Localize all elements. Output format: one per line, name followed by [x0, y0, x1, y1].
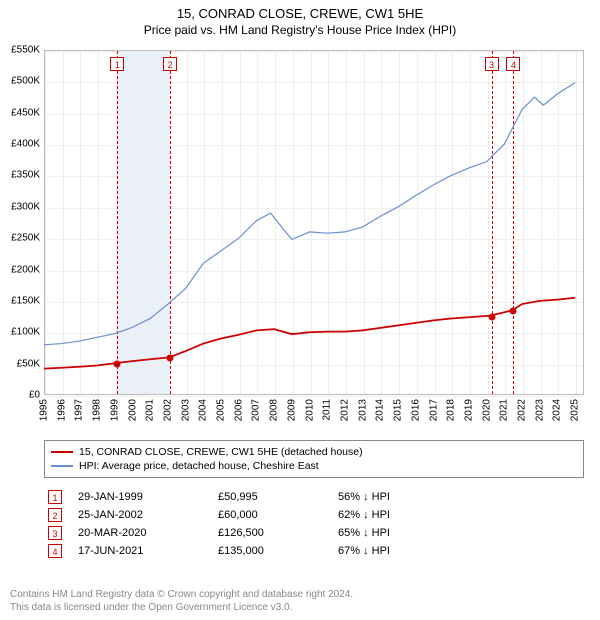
- x-tick-label: 2014: [375, 399, 386, 421]
- sale-row-price: £60,000: [218, 509, 338, 521]
- x-tick-label: 2007: [251, 399, 262, 421]
- sale-row-date: 20-MAR-2020: [78, 527, 218, 539]
- series-line-hpi: [44, 83, 575, 345]
- x-tick-label: 1996: [56, 399, 67, 421]
- sales-table: 1 29-JAN-1999£50,99556% ↓ HPI 2 25-JAN-2002…: [44, 488, 584, 560]
- y-tick-label: £250K: [0, 233, 40, 244]
- sale-row-badge: 3: [48, 526, 62, 540]
- x-tick-label: 2025: [570, 399, 581, 421]
- y-tick-label: £400K: [0, 139, 40, 150]
- x-tick-label: 2012: [339, 399, 350, 421]
- sale-row-hpi: 65% ↓ HPI: [338, 527, 458, 539]
- legend-label: 15, CONRAD CLOSE, CREWE, CW1 5HE (detach…: [79, 446, 363, 458]
- x-tick-label: 2008: [269, 399, 280, 421]
- legend-swatch: [51, 465, 73, 467]
- y-tick-label: £150K: [0, 295, 40, 306]
- footer-line-2: This data is licensed under the Open Gov…: [10, 601, 590, 614]
- chart-title: 15, CONRAD CLOSE, CREWE, CW1 5HE: [0, 0, 600, 21]
- sale-row-hpi: 62% ↓ HPI: [338, 509, 458, 521]
- chart-subtitle: Price paid vs. HM Land Registry's House …: [0, 21, 600, 43]
- x-tick-label: 2022: [517, 399, 528, 421]
- x-tick-label: 2004: [198, 399, 209, 421]
- footer-line-1: Contains HM Land Registry data © Crown c…: [10, 588, 590, 601]
- sale-row: 2 25-JAN-2002£60,00062% ↓ HPI: [44, 506, 584, 524]
- x-tick-label: 2023: [534, 399, 545, 421]
- footer-attribution: Contains HM Land Registry data © Crown c…: [10, 588, 590, 614]
- y-tick-label: £450K: [0, 107, 40, 118]
- x-tick-label: 2003: [180, 399, 191, 421]
- gridline-h: [45, 396, 583, 397]
- y-tick-label: £100K: [0, 327, 40, 338]
- x-tick-label: 2006: [233, 399, 244, 421]
- sale-row: 1 29-JAN-1999£50,99556% ↓ HPI: [44, 488, 584, 506]
- x-tick-label: 2010: [304, 399, 315, 421]
- x-tick-label: 2024: [552, 399, 563, 421]
- x-tick-label: 2017: [428, 399, 439, 421]
- x-tick-label: 2015: [393, 399, 404, 421]
- x-tick-label: 2020: [481, 399, 492, 421]
- x-tick-label: 2019: [463, 399, 474, 421]
- y-tick-label: £0: [0, 390, 40, 401]
- sale-row-badge: 2: [48, 508, 62, 522]
- series-line-price_paid: [44, 298, 575, 369]
- x-tick-label: 1997: [74, 399, 85, 421]
- sale-row-date: 25-JAN-2002: [78, 509, 218, 521]
- sale-row: 4 17-JUN-2021£135,00067% ↓ HPI: [44, 542, 584, 560]
- x-tick-label: 2016: [410, 399, 421, 421]
- y-tick-label: £500K: [0, 76, 40, 87]
- x-tick-label: 2021: [499, 399, 510, 421]
- legend-swatch: [51, 451, 73, 453]
- chart-area: 1234 £0£50K£100K£150K£200K£250K£300K£350…: [44, 50, 584, 395]
- y-tick-label: £300K: [0, 201, 40, 212]
- sale-row-date: 29-JAN-1999: [78, 491, 218, 503]
- y-tick-label: £50K: [0, 358, 40, 369]
- x-tick-label: 2009: [286, 399, 297, 421]
- y-tick-label: £350K: [0, 170, 40, 181]
- x-tick-label: 1999: [109, 399, 120, 421]
- x-tick-label: 2013: [357, 399, 368, 421]
- sale-row-badge: 4: [48, 544, 62, 558]
- x-tick-label: 2018: [446, 399, 457, 421]
- sale-row-hpi: 67% ↓ HPI: [338, 545, 458, 557]
- x-tick-label: 2000: [127, 399, 138, 421]
- y-tick-label: £550K: [0, 45, 40, 56]
- x-tick-label: 2001: [145, 399, 156, 421]
- x-tick-label: 2005: [216, 399, 227, 421]
- legend-item: HPI: Average price, detached house, Ches…: [51, 459, 577, 473]
- sale-row-badge: 1: [48, 490, 62, 504]
- legend-item: 15, CONRAD CLOSE, CREWE, CW1 5HE (detach…: [51, 445, 577, 459]
- sale-row-date: 17-JUN-2021: [78, 545, 218, 557]
- sale-row-price: £126,500: [218, 527, 338, 539]
- chart-lines: [44, 50, 584, 395]
- sale-row-hpi: 56% ↓ HPI: [338, 491, 458, 503]
- x-tick-label: 2011: [322, 399, 333, 421]
- y-tick-label: £200K: [0, 264, 40, 275]
- sale-row: 3 20-MAR-2020£126,50065% ↓ HPI: [44, 524, 584, 542]
- legend: 15, CONRAD CLOSE, CREWE, CW1 5HE (detach…: [44, 440, 584, 478]
- sale-row-price: £135,000: [218, 545, 338, 557]
- x-tick-label: 2002: [162, 399, 173, 421]
- legend-label: HPI: Average price, detached house, Ches…: [79, 460, 319, 472]
- x-tick-label: 1998: [92, 399, 103, 421]
- x-tick-label: 1995: [39, 399, 50, 421]
- sale-row-price: £50,995: [218, 491, 338, 503]
